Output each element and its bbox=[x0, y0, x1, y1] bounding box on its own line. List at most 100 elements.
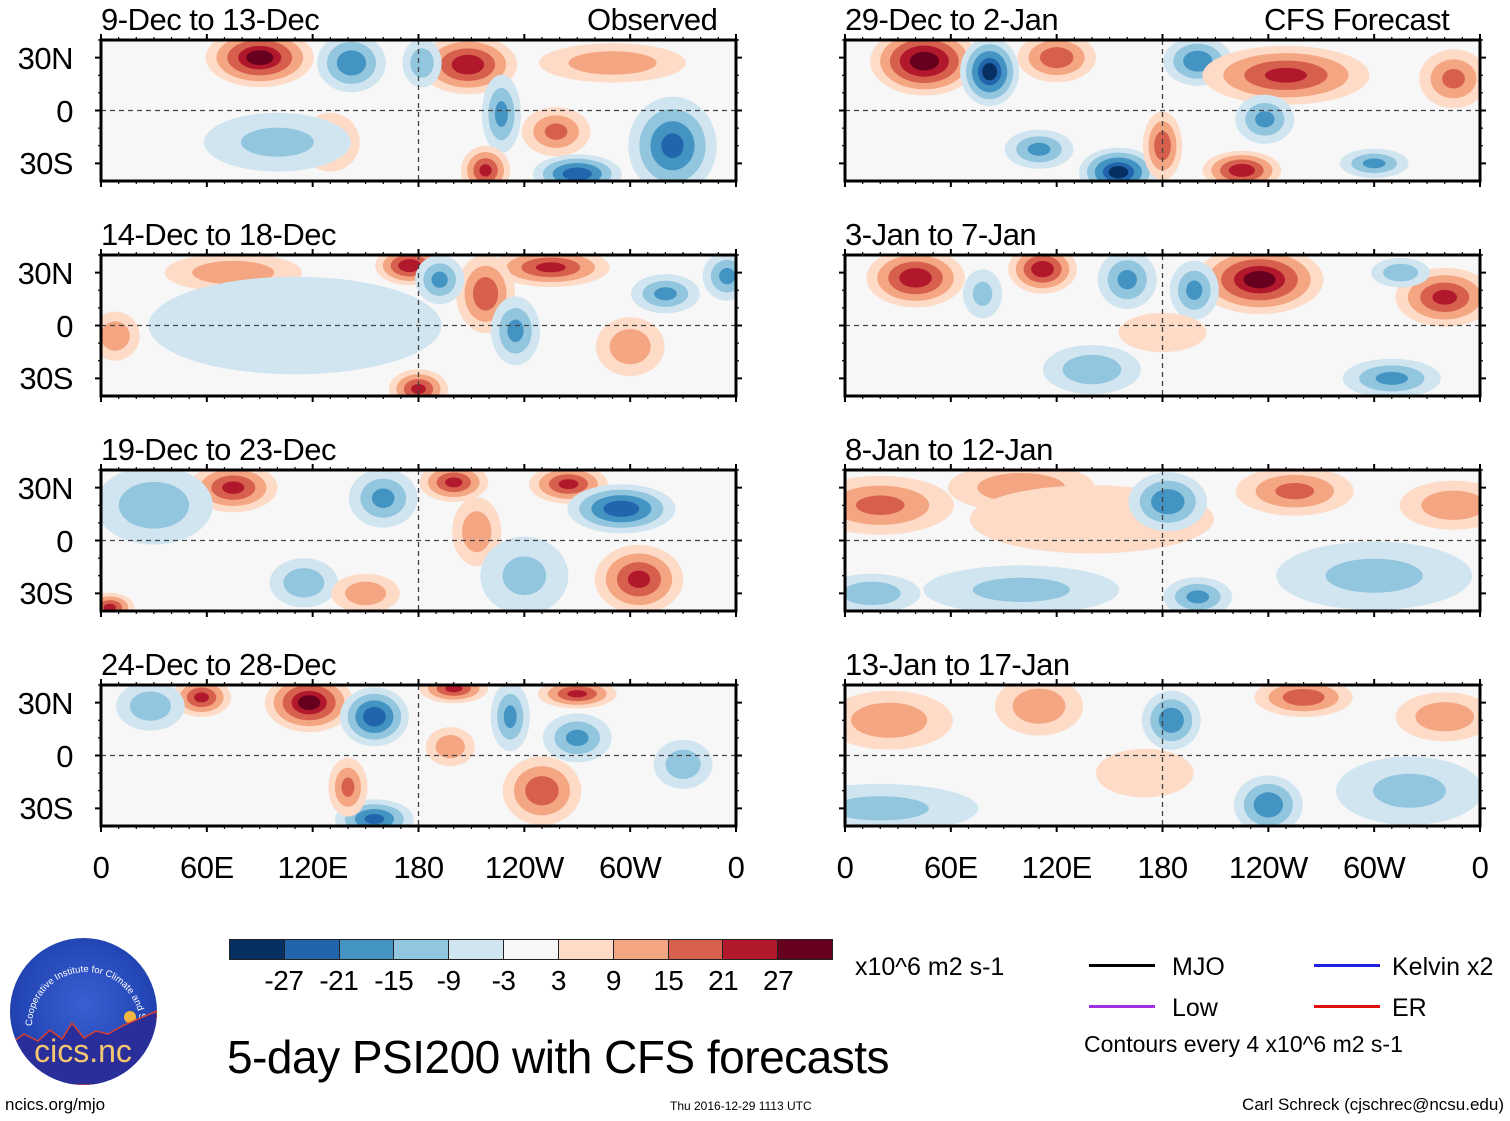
mountains-icon bbox=[10, 1010, 157, 1085]
y-tick-label: 30N bbox=[17, 40, 74, 76]
panel-title: 24-Dec to 28-Dec bbox=[101, 647, 336, 682]
negative-anomaly bbox=[1062, 354, 1122, 385]
negative-anomaly bbox=[502, 556, 547, 596]
negative-anomaly bbox=[364, 814, 385, 824]
x-tick-label: 0 bbox=[1471, 850, 1489, 885]
positive-anomaly bbox=[445, 685, 463, 693]
positive-anomaly bbox=[1264, 67, 1307, 83]
positive-anomaly bbox=[103, 603, 116, 611]
negative-anomaly bbox=[1253, 792, 1283, 818]
x-tick-label: 0 bbox=[836, 850, 854, 885]
colorbar-swatch bbox=[613, 940, 669, 959]
negative-anomaly bbox=[410, 48, 434, 78]
negative-anomaly bbox=[1362, 158, 1386, 169]
positive-anomaly bbox=[1421, 490, 1480, 520]
positive-anomaly bbox=[246, 50, 274, 66]
colorbar-swatch bbox=[668, 940, 724, 959]
colorbar-label: -9 bbox=[436, 965, 461, 996]
x-tick-label: 0 bbox=[92, 850, 110, 885]
y-tick-label: 30N bbox=[17, 255, 74, 291]
negative-anomaly bbox=[1186, 590, 1210, 604]
negative-anomaly bbox=[1027, 142, 1051, 156]
legend-line-kelvin bbox=[1314, 964, 1380, 967]
negative-anomaly bbox=[494, 101, 508, 127]
negative-anomaly bbox=[503, 705, 517, 729]
negative-anomaly bbox=[1255, 111, 1275, 128]
x-tick-label: 60W bbox=[1343, 850, 1406, 885]
negative-anomaly bbox=[972, 577, 1070, 602]
positive-anomaly bbox=[445, 477, 463, 488]
colorbar-units: x10^6 m2 s-1 bbox=[855, 953, 1005, 981]
legend-line-mjo bbox=[1089, 964, 1155, 967]
negative-anomaly bbox=[982, 63, 998, 81]
footer-timestamp: Thu 2016-12-29 1113 UTC bbox=[670, 1099, 812, 1113]
positive-anomaly bbox=[1282, 688, 1325, 706]
legend-label-low: Low bbox=[1172, 994, 1218, 1022]
colorbar-label: -15 bbox=[374, 965, 414, 996]
positive-anomaly bbox=[435, 734, 465, 759]
positive-anomaly bbox=[411, 384, 426, 394]
colorbar-swatch bbox=[558, 940, 614, 959]
footer-author: Carl Schreck (cjschrec@ncsu.edu) bbox=[1242, 1095, 1504, 1114]
positive-anomaly bbox=[472, 277, 499, 311]
map-panel bbox=[839, 34, 1486, 187]
sun-icon bbox=[124, 1011, 136, 1023]
colorbar-label: -21 bbox=[319, 965, 359, 996]
positive-anomaly bbox=[1031, 260, 1054, 278]
x-tick-label: 0 bbox=[727, 850, 745, 885]
colorbar-label: 3 bbox=[550, 965, 567, 996]
positive-anomaly bbox=[341, 777, 355, 797]
y-tick-label: 0 bbox=[56, 308, 73, 344]
x-tick-label: 180 bbox=[1137, 850, 1188, 885]
colorbar-label: 21 bbox=[708, 965, 739, 996]
panel-title: 19-Dec to 23-Dec bbox=[101, 432, 336, 467]
positive-anomaly bbox=[298, 695, 321, 711]
positive-anomaly bbox=[1415, 702, 1475, 732]
legend-line-low bbox=[1089, 1005, 1155, 1008]
colorbar-label: 15 bbox=[653, 965, 684, 996]
y-tick-label: 30S bbox=[19, 791, 73, 827]
positive-anomaly bbox=[1118, 313, 1207, 353]
positive-anomaly bbox=[1228, 163, 1255, 177]
negative-anomaly bbox=[972, 281, 993, 306]
negative-anomaly bbox=[1186, 280, 1203, 300]
x-tick-label: 120W bbox=[484, 850, 564, 885]
y-tick-label: 30S bbox=[19, 146, 73, 182]
negative-anomaly bbox=[654, 287, 677, 301]
y-tick-label: 0 bbox=[56, 93, 73, 129]
positive-anomaly bbox=[568, 51, 657, 75]
colorbar-swatch bbox=[449, 940, 505, 959]
positive-anomaly bbox=[899, 268, 932, 288]
x-tick-label: 120W bbox=[1228, 850, 1308, 885]
negative-anomaly bbox=[1325, 558, 1423, 593]
positive-anomaly bbox=[855, 495, 905, 515]
panel-title: 3-Jan to 7-Jan bbox=[845, 217, 1037, 252]
positive-anomaly bbox=[627, 570, 651, 588]
negative-anomaly bbox=[283, 568, 325, 598]
positive-anomaly bbox=[101, 321, 130, 351]
legend-label-kelvin: Kelvin x2 bbox=[1392, 953, 1494, 981]
y-tick-label: 0 bbox=[56, 523, 73, 559]
positive-anomaly bbox=[1442, 69, 1465, 89]
y-tick-label: 30S bbox=[19, 576, 73, 612]
negative-anomaly bbox=[371, 488, 395, 508]
positive-anomaly bbox=[462, 511, 492, 553]
panel-title: 14-Dec to 18-Dec bbox=[101, 217, 336, 252]
positive-anomaly bbox=[1096, 748, 1194, 798]
negative-anomaly bbox=[1383, 263, 1419, 282]
x-tick-label: 120E bbox=[277, 850, 348, 885]
negative-anomaly bbox=[1158, 707, 1184, 733]
positive-anomaly bbox=[1154, 131, 1171, 161]
positive-anomaly bbox=[194, 692, 209, 703]
positive-anomaly bbox=[345, 581, 387, 606]
negative-anomaly bbox=[719, 268, 736, 285]
negative-anomaly bbox=[845, 581, 901, 606]
map-panel bbox=[95, 249, 742, 402]
negative-anomaly bbox=[118, 481, 190, 529]
map-panel bbox=[839, 679, 1486, 832]
negative-anomaly bbox=[562, 167, 592, 181]
negative-anomaly bbox=[1108, 166, 1129, 179]
negative-anomaly bbox=[148, 276, 442, 375]
positive-anomaly bbox=[451, 54, 485, 75]
positive-anomaly bbox=[558, 479, 579, 490]
